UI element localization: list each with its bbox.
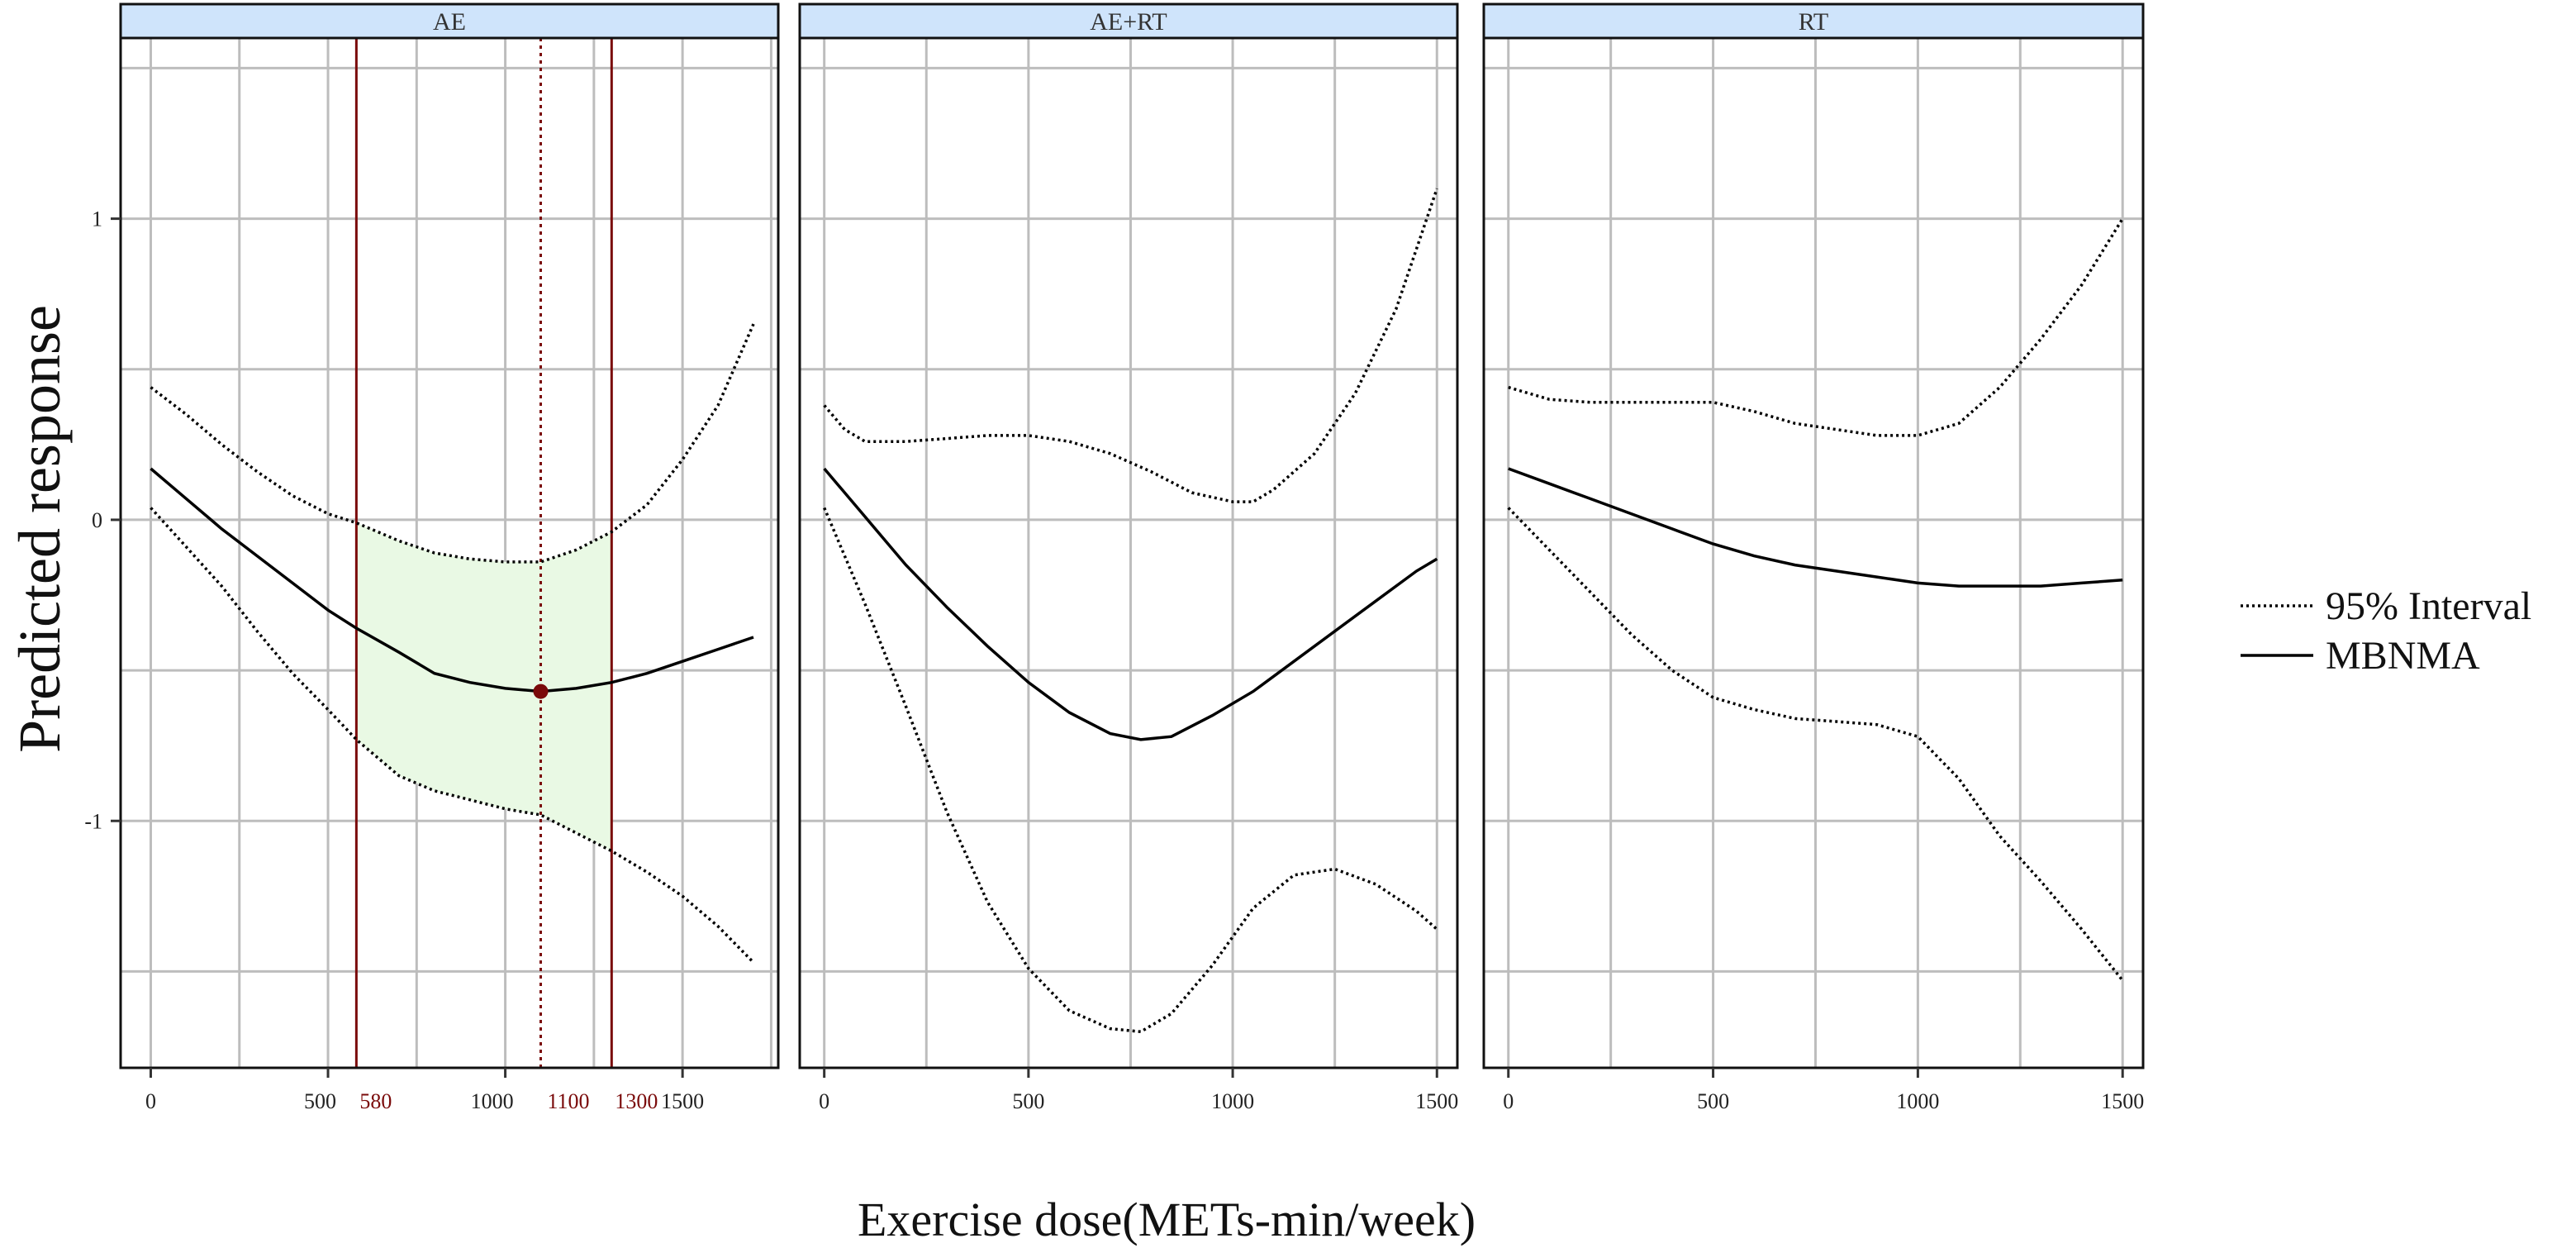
y-axis: Predicted response	[7, 305, 73, 753]
x-axis-title: Exercise dose(METs-min/week)	[858, 1193, 1476, 1246]
legend: 95% Interval MBNMA	[2241, 584, 2531, 678]
panel-strip-title: AE+RT	[1090, 8, 1167, 36]
y-axis-ticks: -1 0 1	[84, 207, 121, 833]
x-tick-label: 1000	[471, 1089, 514, 1113]
x-tick-label: 1500	[661, 1089, 704, 1113]
series-line-lower-interval	[1507, 507, 2124, 982]
y-tick-label: -1	[84, 809, 102, 833]
x-axis-ticks: 0 500 1000 1500	[1503, 1068, 2144, 1113]
panel-strip	[798, 2, 1459, 40]
panel-border	[119, 36, 780, 1069]
series-line-upper-interval	[150, 323, 755, 564]
panel-rt: RT 0 500 1000 1500	[1482, 2, 2145, 1113]
y-tick-label: 1	[92, 207, 102, 231]
highlight-label: 1300	[615, 1089, 658, 1113]
vertical-gridlines	[149, 38, 772, 1068]
x-axis-ticks: 0 500 1000 1500	[819, 1068, 1458, 1113]
confidence-band-highlight	[356, 522, 612, 851]
x-tick-label: 0	[145, 1089, 156, 1113]
vertical-gridlines	[1507, 38, 2124, 1068]
panel-border	[798, 36, 1459, 1069]
series-line-mbnma	[150, 467, 754, 693]
horizontal-gridlines	[800, 66, 1457, 973]
panel-border	[1482, 36, 2145, 1069]
series-line-upper-interval	[823, 188, 1438, 503]
x-tick-label: 0	[819, 1089, 829, 1113]
legend-label-mbnma: MBNMA	[2326, 634, 2480, 678]
panel-strip	[119, 2, 780, 40]
x-tick-label: 1500	[2101, 1089, 2144, 1113]
highlight-label: 580	[359, 1089, 392, 1113]
x-axis-ticks: 0 500 1000 1500	[145, 1068, 704, 1113]
panel-ae-plus-rt: AE+RT 0 500 1000 1500	[798, 2, 1459, 1113]
x-tick-label: 500	[304, 1089, 336, 1113]
series-line-mbnma	[1508, 467, 2123, 588]
horizontal-gridlines	[1484, 66, 2143, 973]
panels-layer: AE 0 500 1000 1500 580 1100 1300 -1 0 1 AE+RT 0 500 10…	[84, 2, 2145, 1113]
panel-ae: AE 0 500 1000 1500 580 1100 1300 -1 0 1	[84, 2, 780, 1113]
vertical-gridlines	[823, 38, 1438, 1068]
series-line-mbnma	[823, 467, 1438, 741]
x-tick-label: 500	[1697, 1089, 1729, 1113]
y-axis-title: Predicted response	[7, 305, 73, 753]
optimal-dose-point	[533, 684, 549, 699]
series-line-lower-interval	[823, 507, 1438, 1034]
panel-strip-title: RT	[1799, 8, 1829, 36]
x-tick-label: 1500	[1415, 1089, 1458, 1113]
series-line-upper-interval	[1508, 217, 2124, 437]
horizontal-gridlines	[121, 66, 778, 973]
series-line-lower-interval	[150, 507, 755, 964]
y-tick-label: 0	[92, 508, 102, 532]
x-tick-label: 500	[1012, 1089, 1044, 1113]
x-tick-label: 0	[1503, 1089, 1514, 1113]
panel-strip-title: AE	[433, 8, 466, 36]
x-tick-label: 1000	[1211, 1089, 1254, 1113]
highlight-labels: 580 1100 1300	[359, 1089, 658, 1113]
x-tick-label: 1000	[1896, 1089, 1939, 1113]
legend-label-interval: 95% Interval	[2326, 584, 2531, 628]
panel-strip	[1482, 2, 2145, 40]
highlight-label: 1100	[547, 1089, 589, 1113]
